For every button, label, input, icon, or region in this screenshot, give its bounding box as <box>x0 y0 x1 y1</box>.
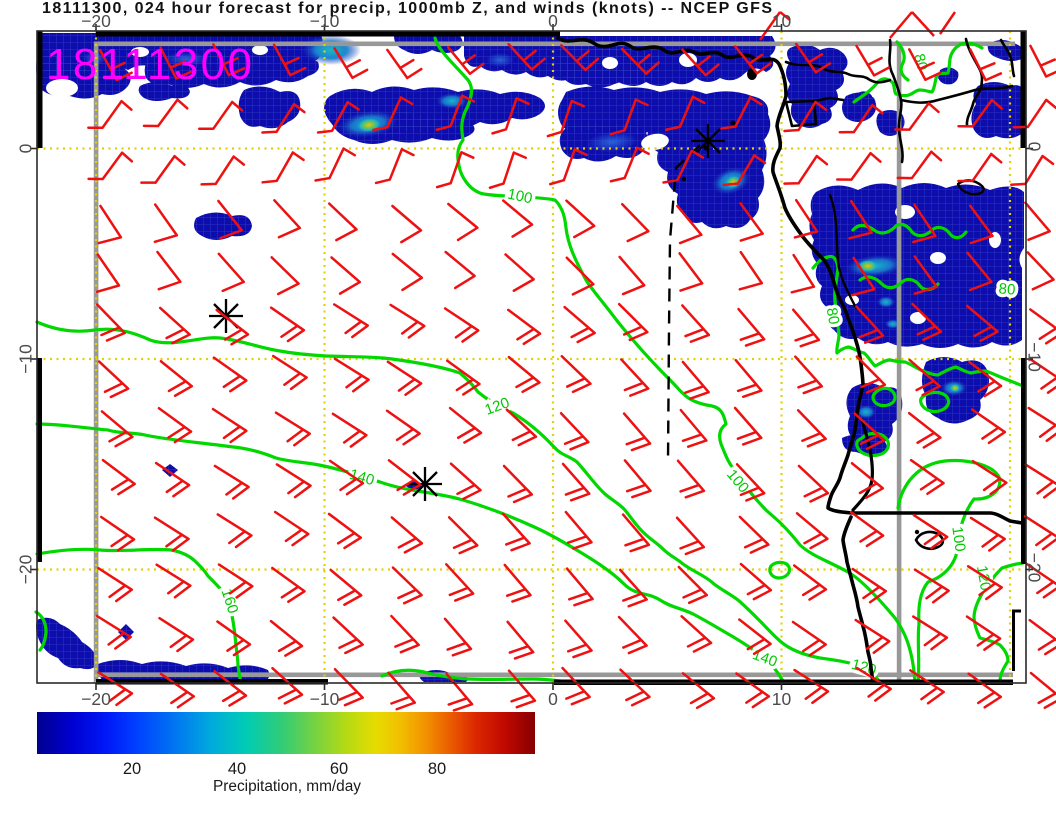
svg-text:−20: −20 <box>16 554 36 584</box>
svg-text:100: 100 <box>948 525 968 552</box>
svg-text:−20: −20 <box>1025 553 1045 583</box>
svg-text:80: 80 <box>823 306 843 325</box>
svg-text:0: 0 <box>548 11 558 31</box>
svg-text:60: 60 <box>330 760 348 778</box>
svg-text:80: 80 <box>998 280 1016 298</box>
svg-text:−20: −20 <box>81 689 111 709</box>
svg-text:Precipitation, mm/day: Precipitation, mm/day <box>213 778 361 795</box>
svg-text:−20: −20 <box>81 11 111 31</box>
svg-text:10: 10 <box>772 11 792 31</box>
svg-text:−10: −10 <box>1025 342 1045 372</box>
svg-text:10: 10 <box>772 689 792 709</box>
svg-text:0: 0 <box>1025 142 1045 152</box>
svg-text:−10: −10 <box>310 11 340 31</box>
svg-text:−10: −10 <box>16 344 36 374</box>
svg-text:80: 80 <box>428 760 446 778</box>
svg-text:0: 0 <box>548 689 558 709</box>
svg-text:0: 0 <box>16 143 36 153</box>
svg-text:20: 20 <box>123 760 141 778</box>
svg-text:−10: −10 <box>310 689 340 709</box>
svg-text:18111300: 18111300 <box>46 40 252 89</box>
svg-text:40: 40 <box>228 760 246 778</box>
